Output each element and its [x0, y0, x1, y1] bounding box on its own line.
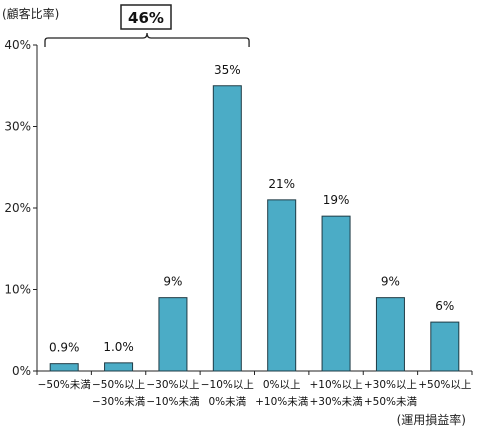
category-label: 0%未満: [208, 396, 246, 408]
bar: [430, 321, 460, 372]
bar: [212, 85, 242, 372]
category-label: −10%以上: [201, 379, 254, 391]
bar: [267, 199, 297, 372]
category-label: +30%以上: [364, 379, 417, 391]
annotation: 46%: [44, 4, 250, 47]
category-label: −10%未満: [146, 396, 200, 408]
category-label: −30%未満: [92, 396, 146, 408]
category-label: −50%未満: [38, 379, 92, 391]
category-label: +30%未満: [309, 396, 363, 408]
y-tick-label: 10%: [4, 283, 31, 297]
data-label: 6%: [435, 299, 454, 313]
data-label: 9%: [381, 275, 400, 289]
annotation-box: [120, 4, 172, 30]
data-label: 19%: [323, 193, 350, 207]
category-label: 0%以上: [263, 379, 301, 391]
category-label: +10%以上: [309, 379, 362, 391]
bar: [104, 362, 134, 372]
data-label: 35%: [214, 63, 241, 77]
data-label: 21%: [268, 177, 295, 191]
y-axis-label: (顧客比率): [2, 6, 59, 21]
category-labels: −50%未満 −50%以上 −30%未満−30%以上 −10%未満−10%以上 0%未満…: [38, 379, 472, 408]
y-tick-label: 40%: [4, 38, 31, 52]
y-tick-label: 30%: [4, 120, 31, 134]
category-label: −30%以上: [146, 379, 199, 391]
annotation-brace: [44, 32, 250, 47]
bar: [49, 363, 79, 372]
category-label: +10%未満: [255, 396, 309, 408]
annotation-text: 46%: [128, 9, 164, 27]
y-ticks: 0% 10% 20% 30% 40%: [4, 38, 473, 378]
data-label: 9%: [163, 275, 182, 289]
y-tick-label: 20%: [4, 201, 31, 215]
category-label: +50%以上: [418, 379, 471, 391]
data-label: 0.9%: [49, 341, 80, 355]
category-label: +50%未満: [364, 396, 418, 408]
category-label: −50%以上: [92, 379, 145, 391]
bar: [375, 297, 405, 372]
data-label: 1.0%: [103, 340, 134, 354]
axes: [36, 45, 472, 372]
data-labels: 0.9% 1.0% 9% 35% 21% 19% 9% 6%: [49, 63, 454, 355]
x-axis-label: (運用損益率): [397, 412, 466, 427]
bar: [321, 215, 351, 372]
y-tick-label: 0%: [12, 364, 31, 378]
bar: [158, 297, 188, 372]
bars: [49, 85, 460, 372]
